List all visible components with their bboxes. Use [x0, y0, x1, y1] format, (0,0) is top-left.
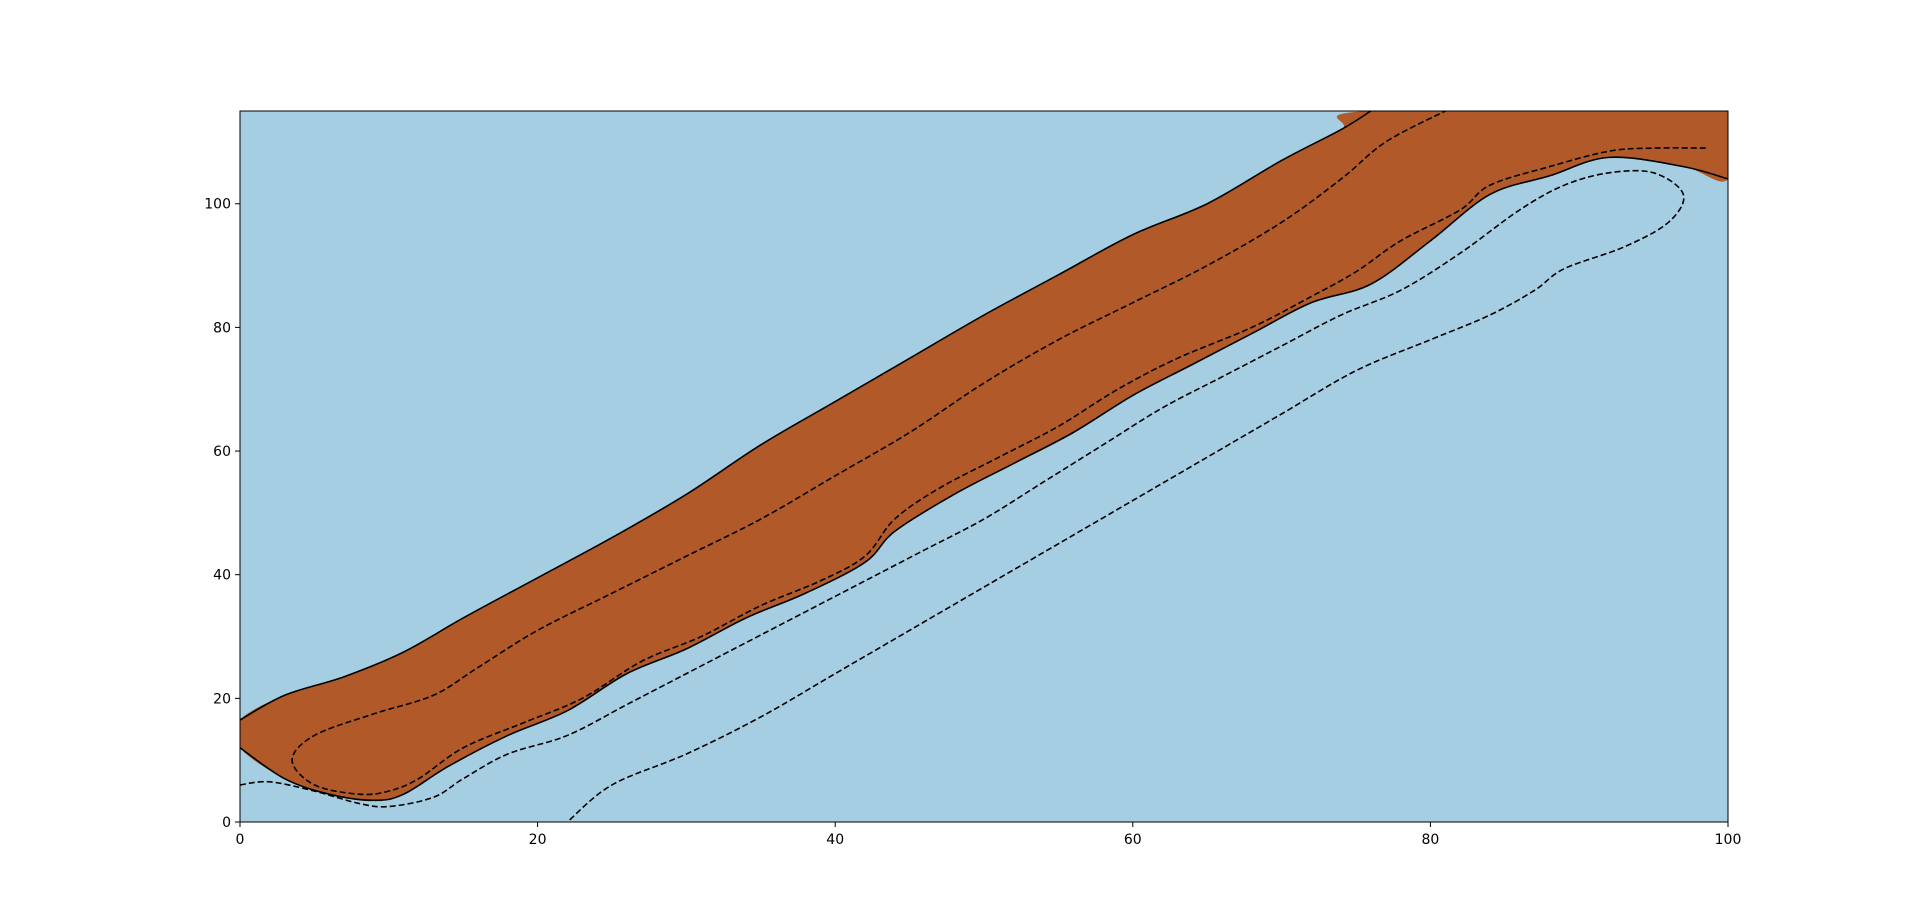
y-tick-label: 20	[213, 691, 231, 707]
filled-region-band	[240, 111, 1728, 801]
x-tick-label: 0	[236, 832, 245, 848]
y-tick-label: 100	[204, 197, 231, 213]
y-axis: 0 20 40 60 80 100	[204, 197, 240, 831]
x-tick-label: 40	[826, 832, 844, 848]
contour-line-2-solid	[240, 156, 1728, 802]
y-tick-label: 80	[213, 320, 231, 336]
contour-line-4-dashed	[240, 169, 1685, 822]
x-tick-label: 100	[1715, 832, 1742, 848]
contour-line-1-solid	[240, 111, 1372, 721]
contour-lines	[240, 111, 1728, 822]
filled-regions	[240, 111, 1728, 801]
y-tick-label: 60	[213, 444, 231, 460]
x-tick-label: 60	[1124, 832, 1142, 848]
plot-frame	[239, 110, 1729, 823]
contour-line-3-dashed	[291, 111, 1706, 796]
y-tick-label: 0	[222, 815, 231, 831]
y-tick-label: 40	[213, 568, 231, 584]
x-axis: 0 20 40 60 80 100	[236, 822, 1742, 848]
x-tick-label: 80	[1421, 832, 1439, 848]
x-tick-label: 20	[529, 832, 547, 848]
